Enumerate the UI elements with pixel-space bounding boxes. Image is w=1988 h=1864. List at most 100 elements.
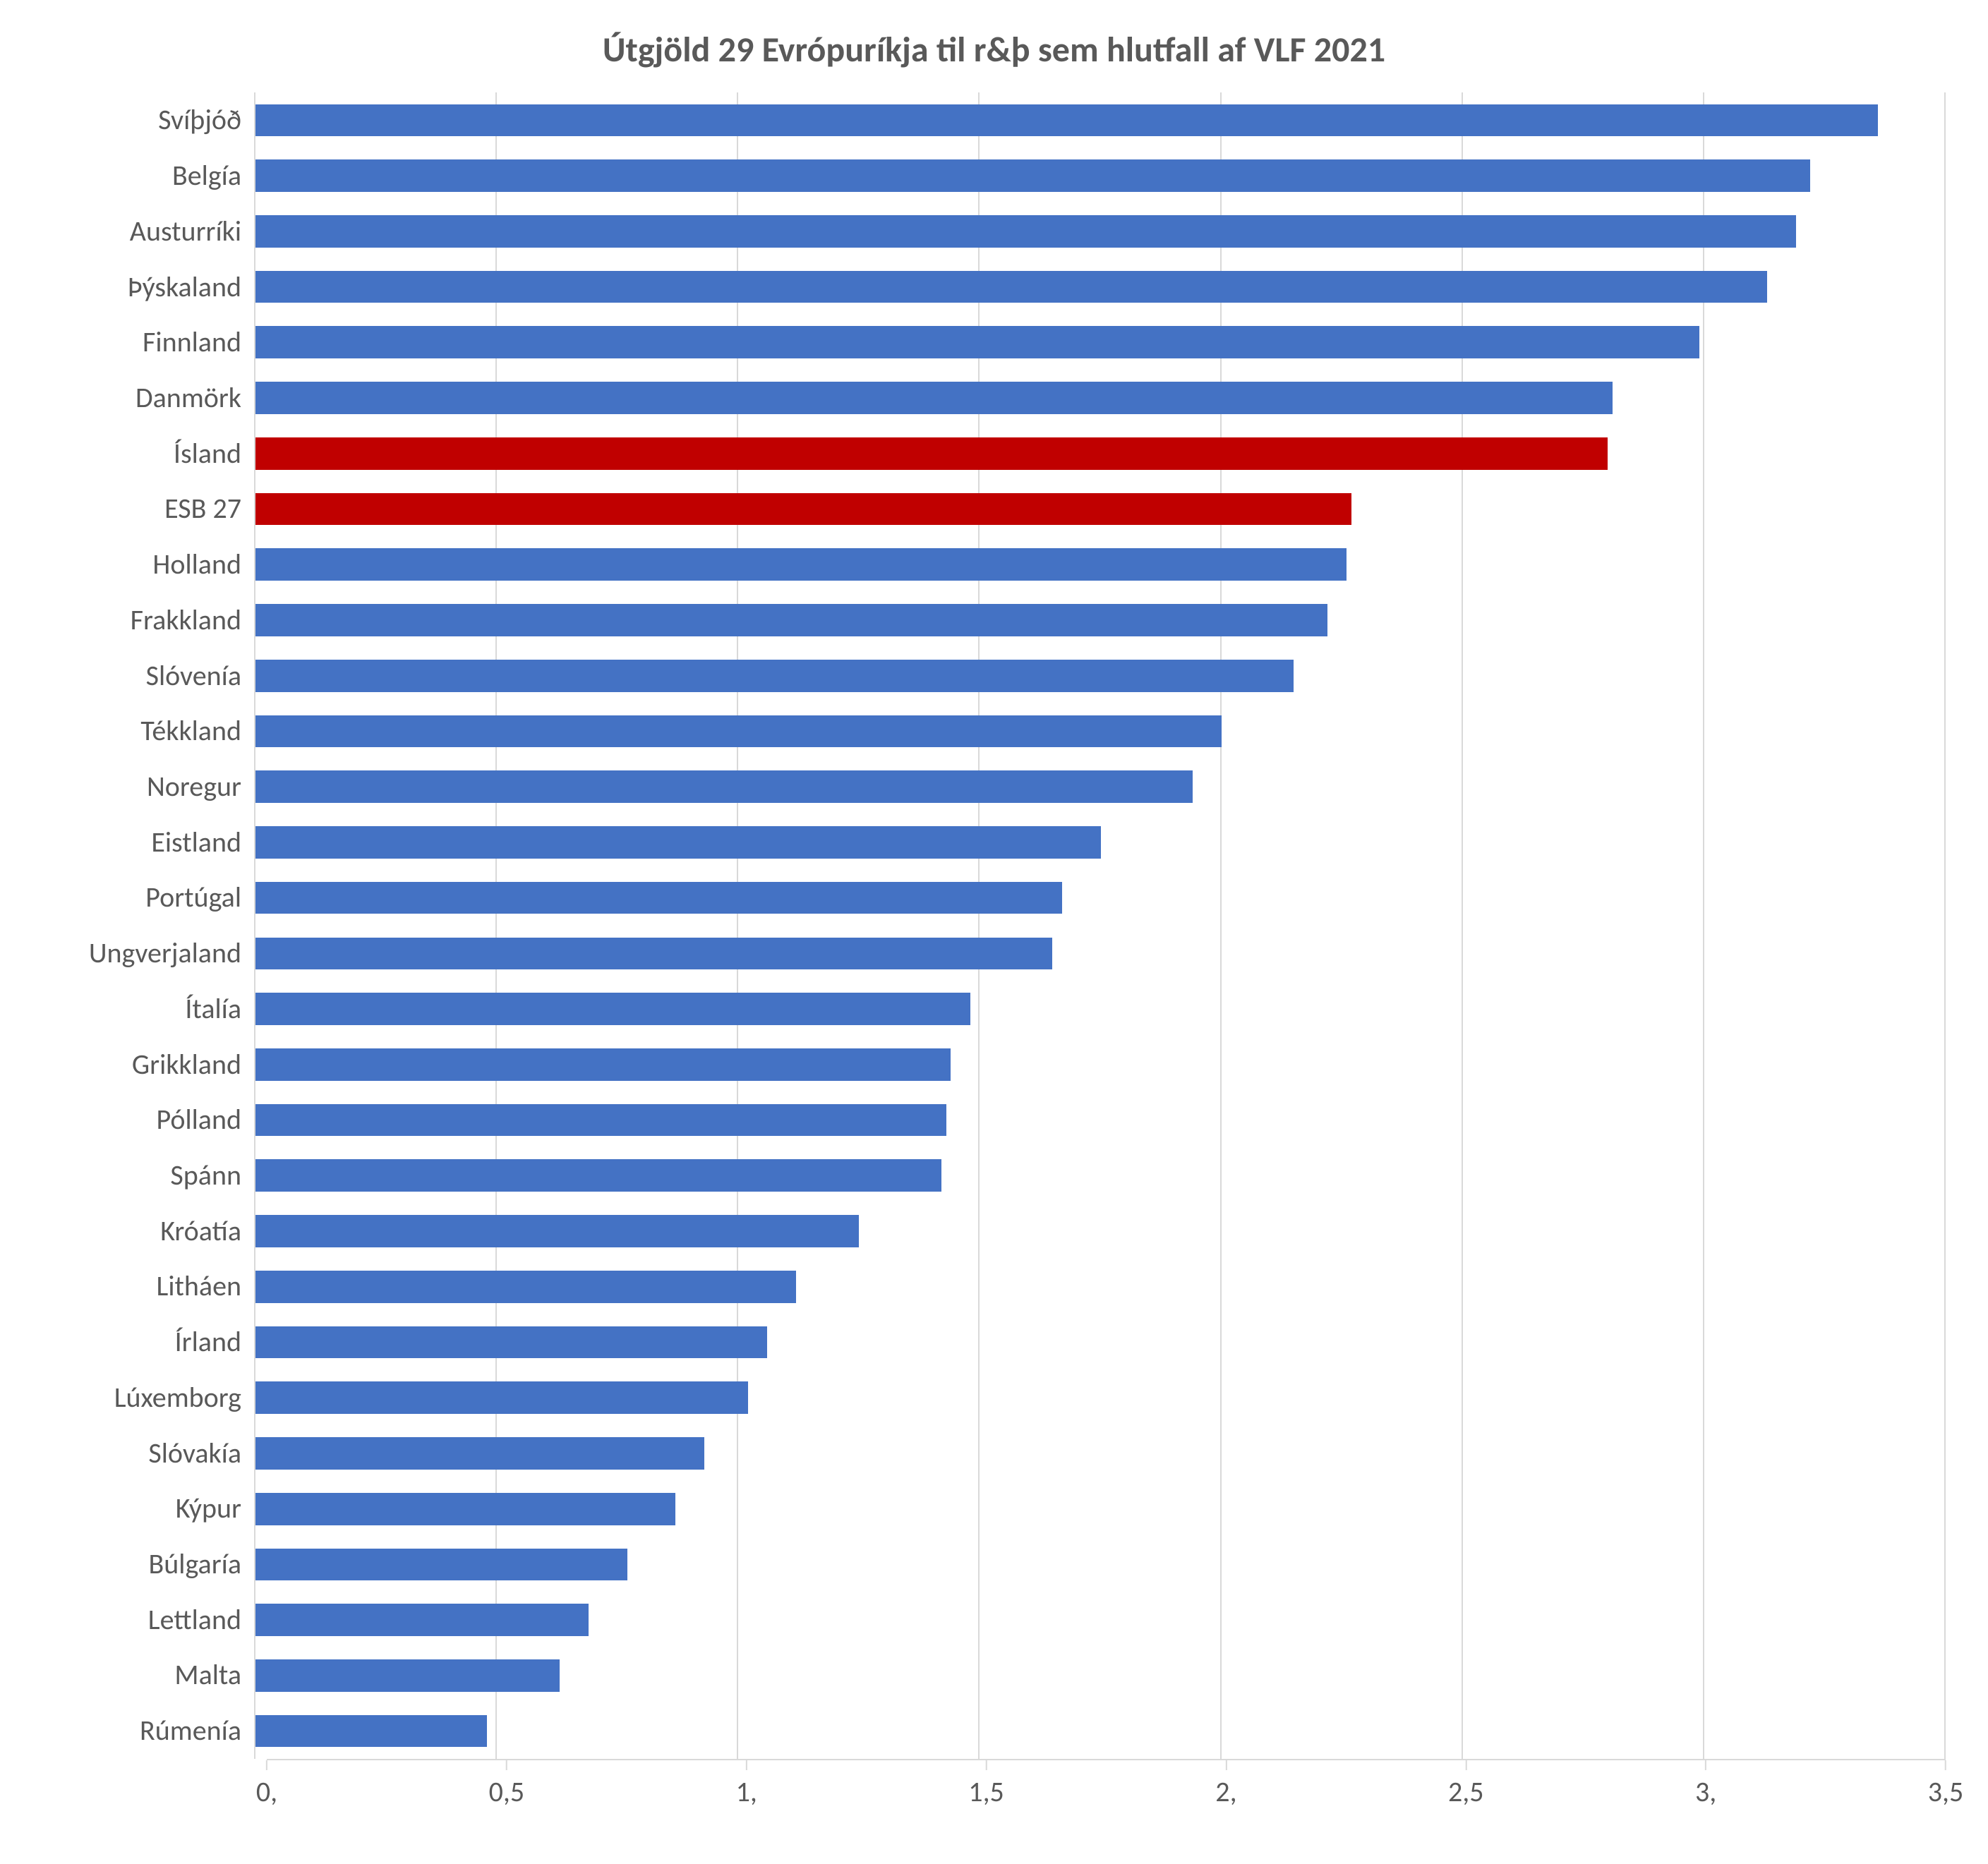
x-tick-label: 0,5 (489, 1774, 525, 1809)
x-tick-label: 3, (1695, 1774, 1716, 1809)
bar-row (255, 1314, 1946, 1370)
x-tick-label: 2,5 (1448, 1774, 1484, 1809)
bar-row (255, 1148, 1946, 1204)
bar-row (255, 1481, 1946, 1537)
bar-row (255, 1648, 1946, 1704)
bar (255, 938, 1052, 970)
x-tick-mark (1465, 1760, 1466, 1770)
y-axis-label: Spánn (42, 1161, 241, 1190)
bar-row (255, 425, 1946, 481)
y-axis-label: Slóvenía (42, 662, 241, 690)
x-tick-mark (986, 1760, 987, 1770)
bar-row (255, 315, 1946, 370)
bar-row (255, 981, 1946, 1037)
y-axis-label: Litháen (42, 1272, 241, 1300)
bar-row (255, 92, 1946, 148)
bar (255, 826, 1101, 859)
plot-wrapper: Svíþjóð Belgía Austurríki Þýskaland Finnland… (42, 92, 1946, 1759)
x-tick-label: 0, (256, 1774, 277, 1809)
bar (255, 1326, 767, 1359)
bar (255, 660, 1294, 692)
x-axis-tick: 3, (1695, 1760, 1716, 1809)
y-axis-label: Austurríki (42, 217, 241, 246)
bar-row (255, 926, 1946, 981)
x-axis-tick: 0,5 (489, 1760, 525, 1809)
x-axis-spacer (42, 1759, 267, 1801)
bar-row (255, 759, 1946, 815)
bar (255, 326, 1699, 358)
bar (255, 1549, 627, 1581)
plot-area (254, 92, 1946, 1759)
bar-row (255, 815, 1946, 871)
bar-row (255, 870, 1946, 926)
bar-row (255, 259, 1946, 315)
bar-row (255, 1259, 1946, 1314)
y-axis-label: Ísland (42, 440, 241, 468)
y-axis-label: Þýskaland (42, 273, 241, 301)
bar (255, 271, 1767, 303)
y-axis-label: Svíþjóð (42, 106, 241, 134)
bar (255, 437, 1608, 470)
x-tick-mark (1705, 1760, 1706, 1770)
x-axis-tick: 1, (736, 1760, 757, 1809)
bar (255, 1437, 704, 1470)
bar (255, 1271, 796, 1303)
y-axis-label: Holland (42, 550, 241, 579)
y-axis-label: Tékkland (42, 717, 241, 745)
x-tick-label: 1, (736, 1774, 757, 1809)
x-tick-label: 3,5 (1928, 1774, 1964, 1809)
bar (255, 1104, 946, 1137)
y-axis-labels: Svíþjóð Belgía Austurríki Þýskaland Finnland… (42, 92, 254, 1759)
bar (255, 1048, 951, 1081)
y-axis-label: Ungverjaland (42, 939, 241, 967)
x-axis-tick: 1,5 (968, 1760, 1004, 1809)
x-axis: 0,0,51,1,52,2,53,3,5 (42, 1759, 1946, 1801)
bar (255, 104, 1878, 137)
x-axis-ticks: 0,0,51,1,52,2,53,3,5 (267, 1759, 1946, 1801)
x-tick-mark (506, 1760, 507, 1770)
bar (255, 882, 1062, 914)
y-axis-label: Eistland (42, 828, 241, 857)
bar (255, 770, 1193, 803)
y-axis-label: Írland (42, 1328, 241, 1356)
bar-row (255, 481, 1946, 537)
y-axis-label: Pólland (42, 1106, 241, 1134)
y-axis-label: Króatía (42, 1217, 241, 1245)
bar-row (255, 1204, 1946, 1259)
bar-row (255, 370, 1946, 426)
x-tick-mark (1945, 1760, 1946, 1770)
y-axis-label: Grikkland (42, 1051, 241, 1079)
x-tick-mark (1225, 1760, 1227, 1770)
x-tick-mark (266, 1760, 267, 1770)
bar (255, 1604, 589, 1636)
bar (255, 993, 970, 1025)
bar-row (255, 203, 1946, 259)
x-axis-tick: 2, (1215, 1760, 1236, 1809)
bar-row (255, 648, 1946, 703)
y-axis-label: Belgía (42, 162, 241, 190)
bar (255, 493, 1351, 526)
x-axis-tick: 3,5 (1928, 1760, 1964, 1809)
y-axis-label: Portúgal (42, 883, 241, 912)
chart-container: Útgjöld 29 Evrópuríkja til r&þ sem hlutf… (0, 0, 1988, 1864)
bar-row (255, 593, 1946, 648)
y-axis-label: Kýpur (42, 1494, 241, 1523)
bar (255, 1159, 941, 1192)
bar (255, 1215, 859, 1247)
y-axis-label: Rúmenía (42, 1717, 241, 1745)
bar-row (255, 1092, 1946, 1148)
bar (255, 1493, 675, 1525)
x-tick-mark (746, 1760, 747, 1770)
y-axis-label: Noregur (42, 773, 241, 801)
y-axis-label: ESB 27 (42, 495, 241, 523)
bar-row (255, 1370, 1946, 1426)
bars-group (255, 92, 1946, 1759)
y-axis-label: Ítalía (42, 995, 241, 1023)
bar-row (255, 1703, 1946, 1759)
x-tick-label: 1,5 (968, 1774, 1004, 1809)
y-axis-label: Slóvakía (42, 1439, 241, 1467)
bar (255, 548, 1347, 581)
bar-row (255, 537, 1946, 593)
y-axis-label: Finnland (42, 328, 241, 356)
bar-row (255, 1592, 1946, 1648)
